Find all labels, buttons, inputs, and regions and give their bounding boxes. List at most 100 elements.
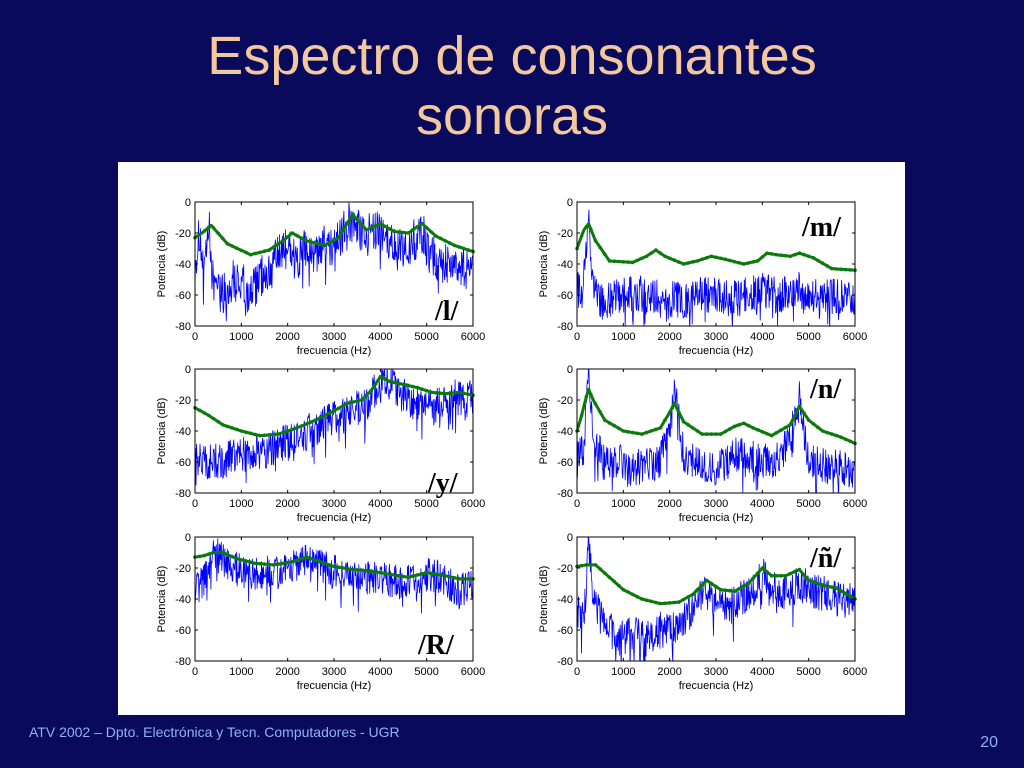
y-tick-label: -40 bbox=[557, 426, 573, 438]
y-tick-label: -80 bbox=[175, 656, 191, 668]
x-tick-label: 6000 bbox=[461, 666, 485, 678]
x-tick-label: 6000 bbox=[843, 498, 867, 510]
x-tick-label: 1000 bbox=[611, 498, 635, 510]
y-tick-label: -80 bbox=[557, 488, 573, 500]
spectrum-series bbox=[577, 369, 855, 493]
x-tick-label: 4000 bbox=[750, 666, 774, 678]
y-tick-label: -20 bbox=[175, 228, 191, 240]
spectrum-series bbox=[195, 202, 473, 322]
plot-panel-2: 0 1000 2000 3000 4000 5000 6000 0 -20 -40 -60 -80 fr… bbox=[538, 197, 867, 357]
y-tick-label: 0 bbox=[185, 364, 191, 376]
y-tick-label: -60 bbox=[175, 290, 191, 302]
x-tick-label: 3000 bbox=[322, 331, 346, 343]
title-line-2: sonoras bbox=[415, 86, 609, 146]
x-tick-label: 4000 bbox=[368, 331, 392, 343]
y-tick-label: 0 bbox=[185, 532, 191, 544]
envelope-series bbox=[195, 212, 473, 257]
plot-panel-4: 0 1000 2000 3000 4000 5000 6000 0 -20 -40 -60 -80 fr… bbox=[538, 364, 867, 524]
x-tick-label: 6000 bbox=[843, 666, 867, 678]
y-axis-label: Potencia (dB) bbox=[538, 398, 550, 465]
x-tick-label: 3000 bbox=[704, 498, 728, 510]
phoneme-label: /y/ bbox=[427, 468, 459, 499]
y-tick-label: -60 bbox=[557, 457, 573, 469]
plot-panel-6: 0 1000 2000 3000 4000 5000 6000 0 -20 -40 -60 -80 fr… bbox=[538, 532, 867, 692]
y-tick-label: -40 bbox=[175, 426, 191, 438]
envelope-series bbox=[577, 387, 855, 445]
x-tick-label: 5000 bbox=[414, 498, 438, 510]
spectra-figure: 0 1000 2000 3000 4000 5000 6000 0 -20 -40 -60 -80 fr… bbox=[118, 162, 905, 715]
y-tick-label: -20 bbox=[557, 563, 573, 575]
x-tick-label: 1000 bbox=[229, 498, 253, 510]
phoneme-label: /R/ bbox=[417, 630, 455, 661]
x-tick-label: 0 bbox=[574, 498, 580, 510]
x-tick-label: 2000 bbox=[657, 666, 681, 678]
x-tick-label: 0 bbox=[192, 331, 198, 343]
y-tick-label: -40 bbox=[557, 594, 573, 606]
y-axis-label: Potencia (dB) bbox=[156, 398, 168, 465]
x-tick-label: 5000 bbox=[414, 331, 438, 343]
x-tick-label: 2000 bbox=[275, 331, 299, 343]
x-tick-label: 5000 bbox=[796, 498, 820, 510]
x-tick-label: 1000 bbox=[229, 331, 253, 343]
x-tick-label: 6000 bbox=[843, 331, 867, 343]
x-tick-label: 1000 bbox=[229, 666, 253, 678]
y-tick-label: 0 bbox=[185, 197, 191, 209]
axes-box bbox=[194, 201, 474, 327]
x-tick-label: 3000 bbox=[704, 331, 728, 343]
spectrum-series bbox=[195, 538, 473, 614]
y-tick-label: 0 bbox=[567, 364, 573, 376]
x-axis-label: frecuencia (Hz) bbox=[297, 680, 372, 692]
x-tick-label: 4000 bbox=[750, 498, 774, 510]
y-tick-label: -40 bbox=[557, 259, 573, 271]
y-axis-label: Potencia (dB) bbox=[538, 231, 550, 298]
y-tick-label: -20 bbox=[557, 395, 573, 407]
y-tick-label: -40 bbox=[175, 259, 191, 271]
spectrum-series bbox=[195, 369, 473, 486]
envelope-series bbox=[577, 222, 855, 272]
x-tick-label: 3000 bbox=[322, 666, 346, 678]
footer-text: ATV 2002 – Dpto. Electrónica y Tecn. Com… bbox=[29, 724, 400, 740]
x-tick-label: 2000 bbox=[657, 498, 681, 510]
x-tick-label: 6000 bbox=[461, 331, 485, 343]
y-tick-label: -60 bbox=[175, 457, 191, 469]
x-tick-label: 0 bbox=[192, 666, 198, 678]
x-axis-label: frecuencia (Hz) bbox=[679, 512, 754, 524]
envelope-series bbox=[195, 551, 473, 581]
x-tick-label: 4000 bbox=[368, 498, 392, 510]
x-tick-label: 5000 bbox=[796, 666, 820, 678]
spectra-plots: 0 1000 2000 3000 4000 5000 6000 0 -20 -40 -60 -80 fr… bbox=[156, 197, 867, 692]
spectrum-series bbox=[577, 209, 855, 326]
x-tick-label: 0 bbox=[192, 498, 198, 510]
phoneme-label: /ñ/ bbox=[809, 543, 842, 574]
page-number: 20 bbox=[980, 734, 998, 751]
plot-panel-5: 0 1000 2000 3000 4000 5000 6000 0 -20 -40 -60 -80 fr… bbox=[156, 532, 485, 692]
x-tick-label: 1000 bbox=[611, 331, 635, 343]
y-axis-label: Potencia (dB) bbox=[156, 566, 168, 633]
title-line-1: Espectro de consonantes bbox=[207, 26, 817, 86]
envelope-series bbox=[577, 563, 855, 606]
x-tick-label: 2000 bbox=[275, 666, 299, 678]
y-axis-label: Potencia (dB) bbox=[156, 231, 168, 298]
y-tick-label: 0 bbox=[567, 197, 573, 209]
slide-title: Espectro de consonantes sonoras bbox=[0, 26, 1024, 146]
x-tick-label: 4000 bbox=[750, 331, 774, 343]
y-tick-label: -80 bbox=[175, 321, 191, 333]
x-tick-label: 3000 bbox=[322, 498, 346, 510]
x-tick-label: 0 bbox=[574, 666, 580, 678]
y-tick-label: -80 bbox=[557, 656, 573, 668]
x-tick-label: 3000 bbox=[704, 666, 728, 678]
y-tick-label: -60 bbox=[557, 290, 573, 302]
spectrum-series bbox=[577, 537, 855, 661]
phoneme-label: /m/ bbox=[801, 212, 842, 243]
y-tick-label: -60 bbox=[557, 625, 573, 637]
x-tick-label: 5000 bbox=[414, 666, 438, 678]
x-tick-label: 1000 bbox=[611, 666, 635, 678]
phoneme-label: /l/ bbox=[434, 296, 460, 327]
plot-panel-1: 0 1000 2000 3000 4000 5000 6000 0 -20 -40 -60 -80 fr… bbox=[156, 197, 485, 357]
x-tick-label: 5000 bbox=[796, 331, 820, 343]
plot-panel-3: 0 1000 2000 3000 4000 5000 6000 0 -20 -40 -60 -80 fr… bbox=[156, 364, 485, 524]
envelope-series bbox=[195, 375, 473, 438]
x-axis-label: frecuencia (Hz) bbox=[297, 512, 372, 524]
y-tick-label: -20 bbox=[175, 563, 191, 575]
y-axis-label: Potencia (dB) bbox=[538, 566, 550, 633]
